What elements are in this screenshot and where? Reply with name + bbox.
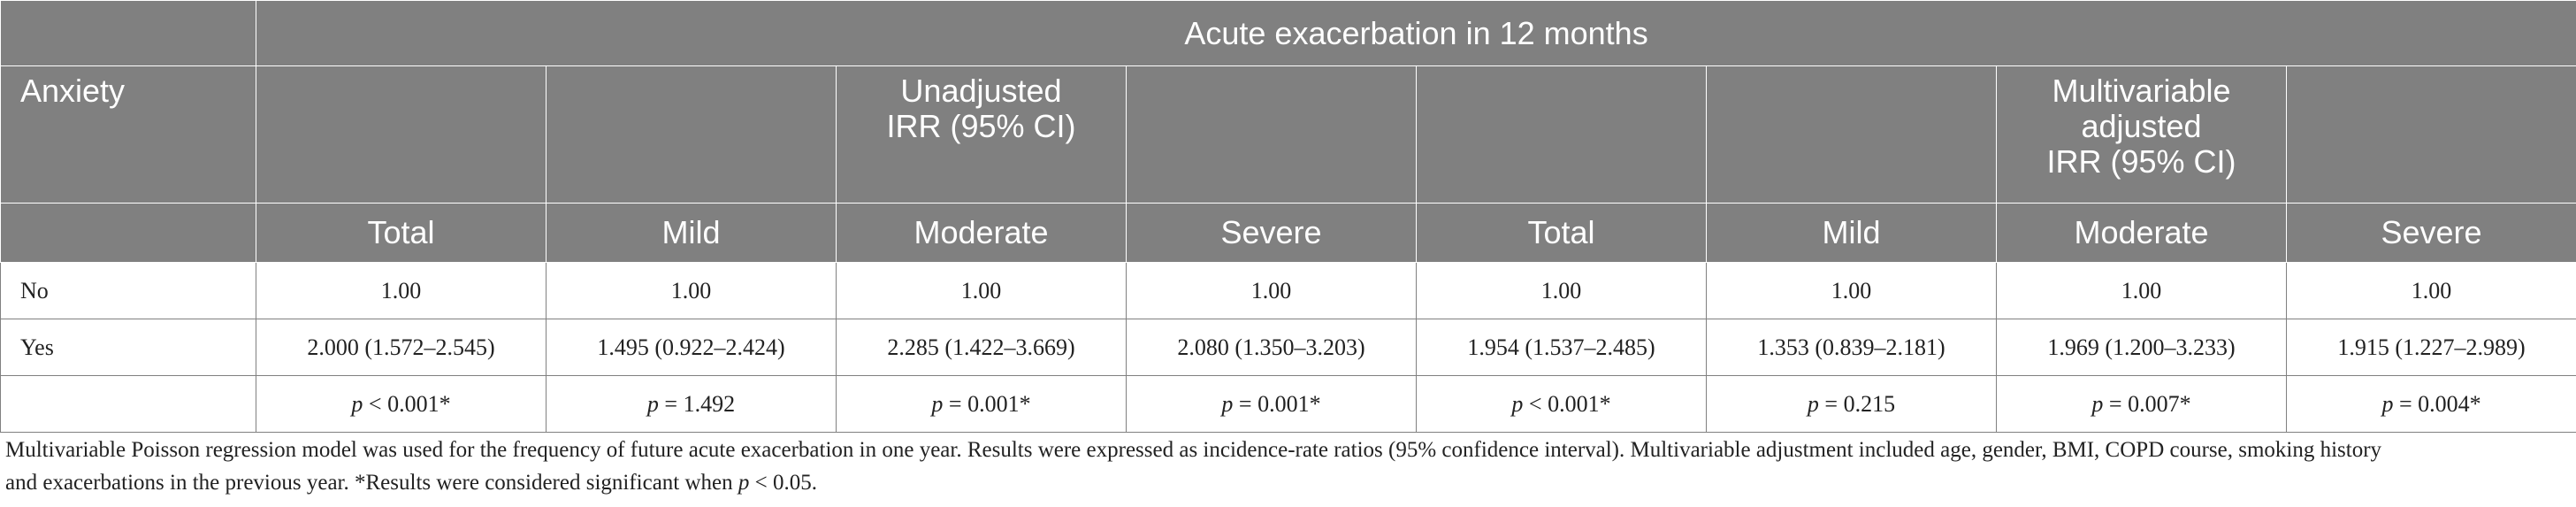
- p-value: = 0.001*: [948, 390, 1031, 417]
- row-label: No: [0, 262, 256, 319]
- group-header-spacer: [2285, 65, 2576, 204]
- column-header-severe: Severe: [1126, 203, 1417, 263]
- column-header-mild: Mild: [1706, 203, 1997, 263]
- p-value-cell: p = 1.492: [546, 375, 837, 433]
- group-header-spacer: [1706, 65, 1997, 204]
- group-header-unadjusted: Unadjusted IRR (95% CI): [836, 65, 1127, 204]
- p-value: = 0.215: [1824, 390, 1896, 417]
- p-symbol: p: [646, 390, 659, 417]
- table-cell: 1.00: [836, 262, 1127, 319]
- table-row-pvalues: p < 0.001* p = 1.492 p = 0.001* p = 0.00…: [0, 375, 2576, 433]
- footnote-line-1: Multivariable Poisson regression model w…: [5, 438, 2382, 462]
- p-value: = 0.004*: [2398, 390, 2481, 417]
- row-header-anxiety: Anxiety: [0, 65, 256, 204]
- p-value-cell: p = 0.215: [1706, 375, 1997, 433]
- header-row-title: Acute exacerbation in 12 months: [0, 0, 2576, 66]
- table-cell: 2.080 (1.350–3.203): [1126, 319, 1417, 376]
- table-cell: 1.00: [256, 262, 547, 319]
- group-header-line: adjusted: [2081, 108, 2202, 144]
- corner-cell: [0, 0, 256, 66]
- p-symbol: p: [1221, 390, 1234, 417]
- p-value-cell: p < 0.001*: [256, 375, 547, 433]
- table-cell: 1.00: [1416, 262, 1707, 319]
- footnote-p-symbol: p: [738, 471, 750, 495]
- p-symbol: p: [2091, 390, 2104, 417]
- table-cell: 1.915 (1.227–2.989): [2285, 319, 2576, 376]
- p-value-cell: p = 0.001*: [836, 375, 1127, 433]
- table-cell: 2.285 (1.422–3.669): [836, 319, 1127, 376]
- column-header-severe: Severe: [2285, 203, 2576, 263]
- p-symbol: p: [1511, 390, 1524, 417]
- p-value: = 0.007*: [2108, 390, 2191, 417]
- group-header-spacer: [1126, 65, 1417, 204]
- table-footnote: Multivariable Poisson regression model w…: [5, 434, 2570, 499]
- p-value: = 0.001*: [1238, 390, 1321, 417]
- p-value: < 0.001*: [368, 390, 451, 417]
- column-header-moderate: Moderate: [836, 203, 1127, 263]
- p-symbol: p: [351, 390, 363, 417]
- column-header-empty: [0, 203, 256, 263]
- group-header-adjusted: Multivariable adjusted IRR (95% CI): [1996, 65, 2287, 204]
- header-row-groups: Anxiety Unadjusted IRR (95% CI) Multivar…: [0, 65, 2576, 204]
- column-header-moderate: Moderate: [1996, 203, 2287, 263]
- group-header-line: IRR (95% CI): [886, 108, 1076, 144]
- p-value-cell: p < 0.001*: [1416, 375, 1707, 433]
- p-value: < 0.001*: [1528, 390, 1611, 417]
- p-symbol: p: [2381, 390, 2394, 417]
- group-header-spacer: [1416, 65, 1707, 204]
- p-value: = 1.492: [664, 390, 736, 417]
- table-cell: 2.000 (1.572–2.545): [256, 319, 547, 376]
- p-symbol: p: [1807, 390, 1819, 417]
- table-cell: 1.00: [1996, 262, 2287, 319]
- group-header-line: Multivariable: [2052, 73, 2231, 109]
- table-cell: 1.969 (1.200–3.233): [1996, 319, 2287, 376]
- table-cell: 1.00: [1126, 262, 1417, 319]
- column-header-total: Total: [256, 203, 547, 263]
- p-value-cell: p = 0.001*: [1126, 375, 1417, 433]
- p-value-cell: p = 0.007*: [1996, 375, 2287, 433]
- table-cell: 1.495 (0.922–2.424): [546, 319, 837, 376]
- group-header-line: IRR (95% CI): [2046, 143, 2236, 180]
- table-row: Yes 2.000 (1.572–2.545) 1.495 (0.922–2.4…: [0, 319, 2576, 376]
- table-cell: 1.00: [546, 262, 837, 319]
- row-label: [0, 375, 256, 433]
- column-header-mild: Mild: [546, 203, 837, 263]
- footnote-line-2-end: < 0.05.: [749, 471, 818, 495]
- p-symbol: p: [931, 390, 944, 417]
- results-table: Acute exacerbation in 12 months Anxiety …: [0, 0, 2576, 433]
- group-header-spacer: [546, 65, 837, 204]
- table-cell: 1.954 (1.537–2.485): [1416, 319, 1707, 376]
- results-table-container: Acute exacerbation in 12 months Anxiety …: [0, 0, 2576, 433]
- group-header-line: Unadjusted: [900, 73, 1062, 109]
- header-row-columns: Total Mild Moderate Severe Total Mild Mo…: [0, 203, 2576, 263]
- table-cell: 1.00: [1706, 262, 1997, 319]
- row-label: Yes: [0, 319, 256, 376]
- footnote-line-2: and exacerbations in the previous year. …: [5, 471, 738, 495]
- table-row: No 1.00 1.00 1.00 1.00 1.00 1.00 1.00 1.…: [0, 262, 2576, 319]
- table-title: Acute exacerbation in 12 months: [255, 0, 2576, 66]
- p-value-cell: p = 0.004*: [2285, 375, 2576, 433]
- group-header-spacer: [256, 65, 547, 204]
- column-header-total: Total: [1416, 203, 1707, 263]
- table-cell: 1.00: [2285, 262, 2576, 319]
- table-cell: 1.353 (0.839–2.181): [1706, 319, 1997, 376]
